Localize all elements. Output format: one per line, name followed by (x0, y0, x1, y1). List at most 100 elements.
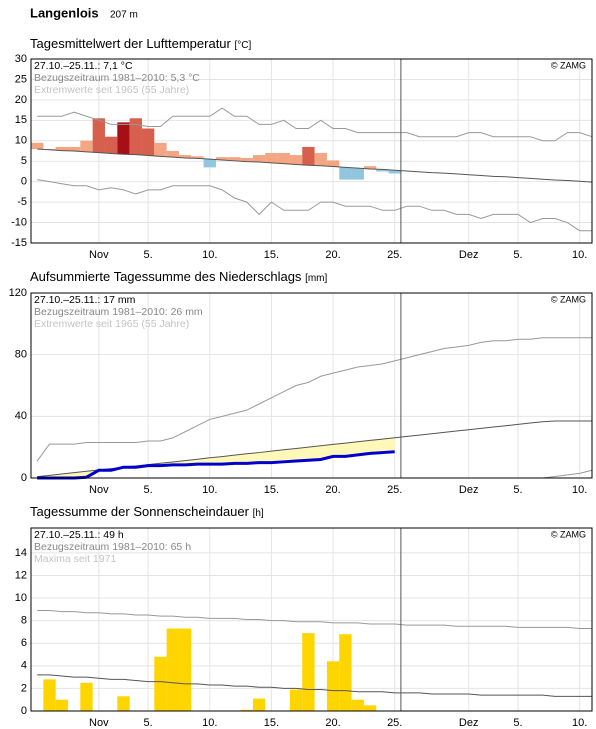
temperature-bar (302, 146, 315, 166)
temperature-bar (166, 151, 179, 158)
x-tick-label: 25. (387, 717, 402, 729)
temperature-bar (141, 128, 155, 156)
sunshine-bar (154, 656, 167, 711)
sunshine-bar (326, 661, 340, 711)
x-tick-label: 25. (387, 249, 402, 261)
sunshine-bar (363, 705, 377, 711)
x-tick-label: 15. (264, 717, 279, 729)
y-tick-label: 20 (15, 94, 27, 106)
credit: © ZAMG (551, 294, 586, 304)
sunshine-bar (339, 634, 352, 711)
info-text: Extremwerte seit 1965 (55 Jahre) (34, 84, 189, 96)
sunshine-bar (43, 679, 56, 711)
temperature-bar (215, 157, 229, 160)
temperature-bar (376, 169, 389, 172)
sunshine-bar (252, 698, 266, 711)
info-text: Extremwerte seit 1965 (55 Jahre) (34, 318, 189, 330)
chart-unit: [°C] (235, 40, 252, 51)
chart-title: Tagesmittelwert der Lufttemperatur [°C] (30, 36, 251, 51)
temperature-bar (326, 160, 340, 167)
reference-line (37, 179, 592, 232)
info-text: Bezugszeitraum 1981–2010: 5,3 °C (34, 72, 200, 84)
temperature-bar (252, 155, 266, 163)
sunshine-bar (80, 682, 93, 711)
x-tick-label: 10. (202, 249, 217, 261)
sunshine-bar (351, 699, 364, 711)
temperature-bar (363, 166, 377, 169)
temperature-bar (104, 136, 118, 154)
x-tick-label: Nov (89, 717, 109, 729)
x-tick-label: 10. (202, 717, 217, 729)
x-tick-label: Dez (459, 717, 479, 729)
chart-title-text: Tagessumme der Sonnenscheindauer (30, 504, 250, 519)
sunshine-bar (117, 696, 130, 711)
y-tick-label: 15 (15, 114, 27, 126)
temperature-bar (240, 157, 253, 162)
x-tick-label: Nov (89, 249, 109, 261)
temperature-bar (388, 170, 401, 174)
x-tick-label: 10. (572, 484, 587, 496)
sunshine-bar (55, 699, 68, 711)
reference-line (37, 674, 592, 697)
y-tick-label: -15 (11, 237, 27, 249)
y-tick-label: 2 (21, 682, 27, 694)
y-tick-label: 30 (15, 53, 27, 65)
x-tick-label: 5. (144, 249, 153, 261)
reference-line (37, 107, 593, 142)
temperature-bar (178, 155, 192, 158)
temperature-bar (55, 146, 68, 151)
temperature-bar (67, 146, 81, 151)
info-text: Maxima seit 1971 (34, 553, 116, 565)
info-text: 27.10.–25.11.: 17 mm (34, 294, 136, 306)
y-tick-label: 0 (21, 176, 27, 188)
x-tick-label: Dez (459, 484, 479, 496)
y-tick-label: 6 (21, 637, 27, 649)
x-tick-label: 15. (264, 484, 279, 496)
sunshine-bar (166, 628, 179, 711)
reference-line (37, 609, 592, 630)
chart-unit: [h] (253, 508, 264, 519)
temperature-bar (289, 155, 303, 165)
reference-line (36, 337, 592, 462)
sunshine-bar (289, 689, 303, 711)
sunshine-bar (178, 628, 192, 711)
temperature-bar (277, 153, 290, 164)
station-name: Langenlois (30, 5, 99, 20)
temperature-bar (203, 159, 216, 168)
y-tick-label: 8 (21, 615, 27, 627)
info-text: Bezugszeitraum 1981–2010: 65 h (34, 541, 191, 553)
info-text: 27.10.–25.11.: 7,1 °C (34, 60, 133, 72)
credit: © ZAMG (551, 529, 586, 539)
x-tick-label: 25. (387, 484, 402, 496)
x-tick-label: 10. (572, 249, 587, 261)
station-elevation: 207 m (110, 10, 138, 21)
x-tick-label: 20. (325, 484, 340, 496)
y-tick-label: 5 (21, 155, 27, 167)
info-text: Bezugszeitraum 1981–2010: 26 mm (34, 306, 203, 318)
x-tick-label: 5. (513, 717, 522, 729)
x-tick-label: 5. (513, 249, 522, 261)
info-text: 27.10.–25.11.: 49 h (34, 529, 124, 541)
y-tick-label: 0 (21, 705, 27, 717)
x-tick-label: 5. (144, 484, 153, 496)
y-tick-label: 12 (15, 569, 27, 581)
sunshine-bar (240, 709, 253, 711)
chart-unit: [mm] (305, 273, 327, 284)
plot-frame (30, 58, 593, 244)
y-tick-label: 4 (21, 660, 27, 672)
precipitation-line (37, 450, 395, 480)
y-tick-label: -10 (11, 216, 27, 228)
sunshine-bar (302, 633, 315, 711)
x-tick-label: 15. (264, 249, 279, 261)
y-tick-label: 14 (15, 547, 27, 559)
y-tick-label: 10 (15, 592, 27, 604)
x-tick-label: Dez (459, 249, 479, 261)
x-tick-label: 10. (572, 717, 587, 729)
chart-title-text: Aufsummierte Tagessumme des Niederschlag… (30, 269, 302, 284)
y-tick-label: 10 (15, 135, 27, 147)
x-tick-label: Nov (89, 484, 109, 496)
y-tick-label: 0 (21, 472, 27, 484)
temperature-bar (117, 122, 130, 155)
y-tick-label: 40 (15, 410, 27, 422)
